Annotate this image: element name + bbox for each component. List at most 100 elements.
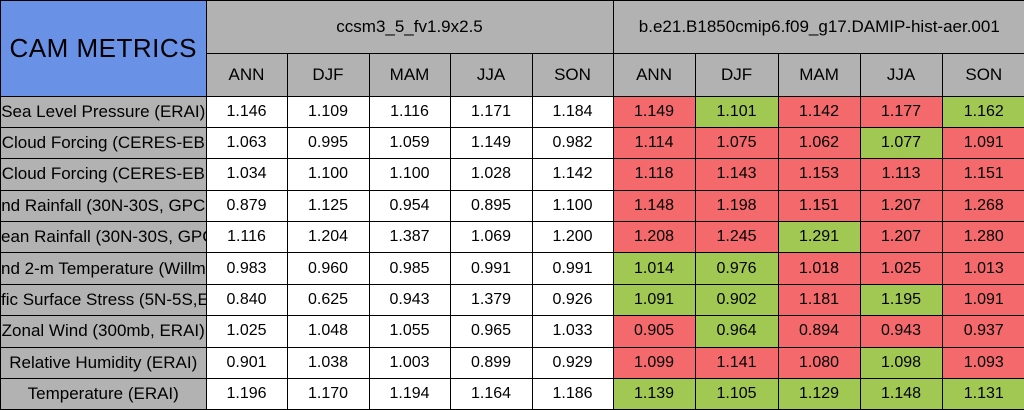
season-header-mam-model-2: MAM <box>777 52 861 97</box>
metric-value: 1.141 <box>694 346 779 380</box>
metric-value: 1.059 <box>368 126 451 160</box>
metric-label: Zonal Wind (300mb, ERAI) <box>0 315 207 348</box>
metric-value: 1.268 <box>941 189 1024 223</box>
model-header-row: CAM METRICS ccsm3_5_fv1.9x2.5 b.e21.B185… <box>0 0 1024 97</box>
season-header-ann-model-2: ANN <box>612 52 696 97</box>
metric-value: 1.177 <box>859 95 943 128</box>
metric-label: Cloud Forcing (CERES-EB <box>0 158 207 191</box>
metric-value: 0.982 <box>531 126 614 160</box>
metric-value: 1.151 <box>777 189 861 223</box>
metric-value: 1.091 <box>941 126 1024 160</box>
metric-value: 0.894 <box>777 315 861 348</box>
metric-label: Relative Humidity (ERAI) <box>0 346 207 380</box>
metric-value: 1.013 <box>941 252 1024 285</box>
season-header-jja-model-2: JJA <box>859 52 943 97</box>
metric-value: 1.098 <box>859 346 943 380</box>
metric-value: 1.148 <box>859 378 943 410</box>
metric-value: 1.093 <box>941 346 1024 380</box>
season-header-son-model-2: SON <box>941 52 1024 97</box>
model-2-name-header: b.e21.B1850cmip6.f09_g17.DAMIP-hist-aer.… <box>612 0 1024 54</box>
metric-value: 0.840 <box>205 283 288 317</box>
metric-value: 1.025 <box>205 315 288 348</box>
metric-value: 1.063 <box>205 126 288 160</box>
metric-value: 1.100 <box>531 189 614 223</box>
metric-value: 0.965 <box>449 315 533 348</box>
metric-value: 1.028 <box>449 158 533 191</box>
metric-row: fic Surface Stress (5N-5S,E 0.840 0.625 0.9… <box>0 283 1024 317</box>
metric-value: 1.149 <box>612 95 696 128</box>
metric-value: 1.055 <box>368 315 451 348</box>
metric-value: 1.033 <box>531 315 614 348</box>
metric-value: 1.291 <box>777 221 861 254</box>
metric-value: 1.125 <box>286 189 370 223</box>
model-1-name-header: ccsm3_5_fv1.9x2.5 <box>205 0 614 54</box>
metric-row: Relative Humidity (ERAI) 0.901 1.038 1.003 0… <box>0 346 1024 380</box>
metric-value: 1.379 <box>449 283 533 317</box>
metric-value: 1.142 <box>777 95 861 128</box>
metric-value: 1.062 <box>777 126 861 160</box>
metric-value: 1.280 <box>941 221 1024 254</box>
metric-value: 0.895 <box>449 189 533 223</box>
metric-value: 1.129 <box>777 378 861 410</box>
metric-value: 1.142 <box>531 158 614 191</box>
metric-value: 0.995 <box>286 126 370 160</box>
metric-row: nd Rainfall (30N-30S, GPC 0.879 1.125 0.954… <box>0 189 1024 223</box>
metric-label: ean Rainfall (30N-30S, GPC <box>0 221 207 254</box>
metric-value: 1.153 <box>777 158 861 191</box>
metric-label: Cloud Forcing (CERES-EB <box>0 126 207 160</box>
metric-value: 1.105 <box>694 378 779 410</box>
season-header-son-model-1: SON <box>531 52 614 97</box>
metric-value: 0.983 <box>205 252 288 285</box>
metric-value: 1.114 <box>612 126 696 160</box>
metric-label: Temperature (ERAI) <box>0 378 207 410</box>
metric-value: 0.879 <box>205 189 288 223</box>
metric-value: 1.113 <box>859 158 943 191</box>
metric-value: 1.146 <box>205 95 288 128</box>
metric-row: nd 2-m Temperature (Willmo 0.983 0.960 0.98… <box>0 252 1024 285</box>
metric-row: Zonal Wind (300mb, ERAI) 1.025 1.048 1.055 0… <box>0 315 1024 348</box>
metrics-table-body: Sea Level Pressure (ERAI) 1.146 1.109 1.116… <box>0 95 1024 410</box>
metric-row: ean Rainfall (30N-30S, GPC 1.116 1.204 1.38… <box>0 221 1024 254</box>
metric-value: 1.118 <box>612 158 696 191</box>
metric-row: Cloud Forcing (CERES-EB 1.063 0.995 1.059 1.… <box>0 126 1024 160</box>
metric-value: 1.100 <box>286 158 370 191</box>
table-title: CAM METRICS <box>0 0 207 97</box>
metric-value: 0.926 <box>531 283 614 317</box>
metric-value: 1.195 <box>859 283 943 317</box>
metric-value: 1.148 <box>612 189 696 223</box>
metric-value: 0.943 <box>859 315 943 348</box>
metric-value: 1.091 <box>612 283 696 317</box>
metric-value: 1.200 <box>531 221 614 254</box>
metric-value: 1.164 <box>449 378 533 410</box>
metric-row: Temperature (ERAI) 1.196 1.170 1.194 1.164 1.… <box>0 378 1024 410</box>
metric-label: nd Rainfall (30N-30S, GPC <box>0 189 207 223</box>
metric-value: 0.929 <box>531 346 614 380</box>
metric-value: 1.208 <box>612 221 696 254</box>
season-header-mam-model-1: MAM <box>368 52 451 97</box>
metric-value: 0.905 <box>612 315 696 348</box>
metric-value: 1.245 <box>694 221 779 254</box>
metric-value: 1.048 <box>286 315 370 348</box>
metric-value: 1.014 <box>612 252 696 285</box>
metric-value: 1.099 <box>612 346 696 380</box>
metric-value: 1.170 <box>286 378 370 410</box>
season-header-ann-model-1: ANN <box>205 52 288 97</box>
metric-value: 1.025 <box>859 252 943 285</box>
metric-value: 1.207 <box>859 189 943 223</box>
metric-value: 1.149 <box>449 126 533 160</box>
metric-value: 1.003 <box>368 346 451 380</box>
metric-label: fic Surface Stress (5N-5S,E <box>0 283 207 317</box>
metric-label: Sea Level Pressure (ERAI) <box>0 95 207 128</box>
metric-value: 0.964 <box>694 315 779 348</box>
metric-value: 0.991 <box>531 252 614 285</box>
metric-value: 1.171 <box>449 95 533 128</box>
metric-value: 0.899 <box>449 346 533 380</box>
metric-value: 1.186 <box>531 378 614 410</box>
metric-value: 1.100 <box>368 158 451 191</box>
metric-value: 1.207 <box>859 221 943 254</box>
metric-value: 0.985 <box>368 252 451 285</box>
metric-value: 0.991 <box>449 252 533 285</box>
metric-value: 1.069 <box>449 221 533 254</box>
